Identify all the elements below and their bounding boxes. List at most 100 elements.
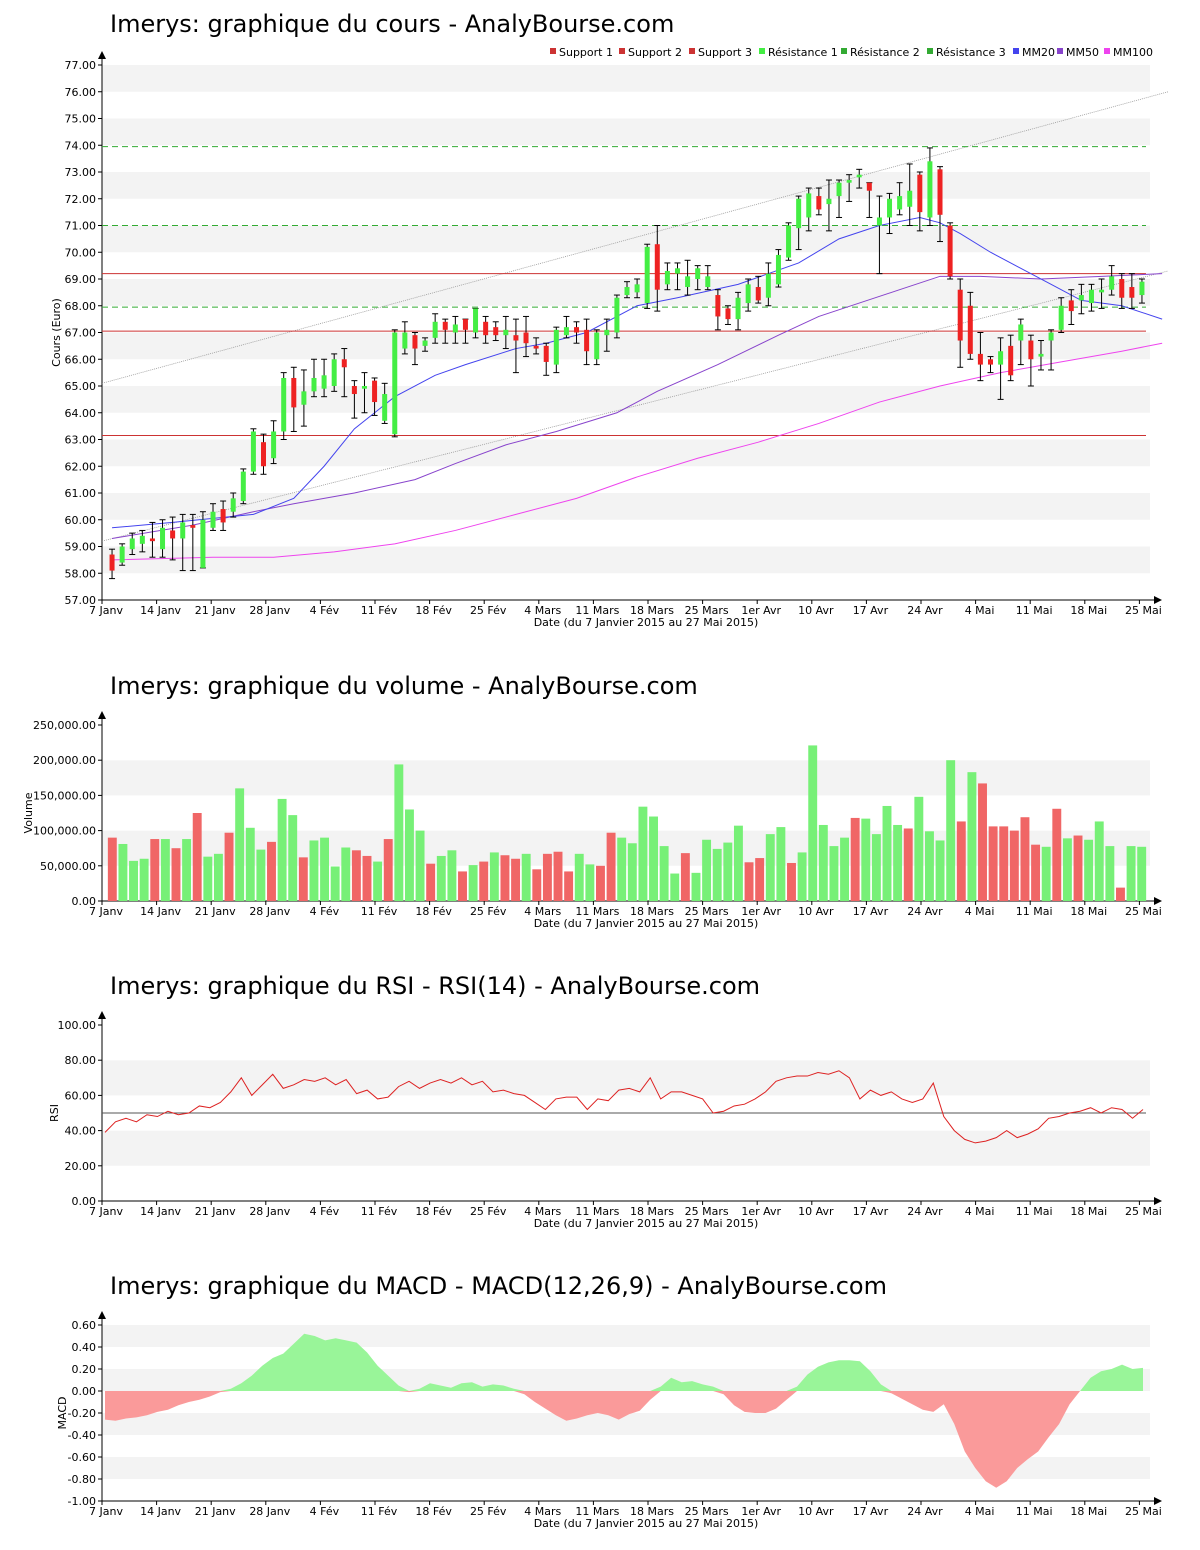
- x-tick-label: 18 Fév: [415, 604, 452, 617]
- price-chart-panel: Imerys: graphique du cours - AnalyBourse…: [0, 0, 1200, 640]
- candle-down: [149, 538, 155, 542]
- candle-down: [261, 442, 267, 467]
- candle-down: [715, 295, 721, 317]
- volume-bar: [213, 853, 223, 901]
- x-tick-label: 25 Mai: [1125, 604, 1162, 617]
- volume-bar: [723, 842, 733, 901]
- volume-bar: [999, 826, 1009, 901]
- candle-up: [1139, 281, 1145, 296]
- grid-band: [102, 332, 1150, 360]
- candle-up: [160, 527, 166, 550]
- x-tick-label: 18 Mars: [630, 604, 674, 617]
- y-axis-arrow: [98, 51, 106, 59]
- y-tick-label: 0.60: [72, 1319, 97, 1332]
- grid-band: [102, 573, 1150, 600]
- x-tick-label: 28 Janv: [249, 1205, 290, 1218]
- candle-down: [937, 169, 943, 215]
- candle-up: [695, 268, 701, 279]
- grid-band: [102, 466, 1150, 493]
- x-tick-label: 28 Janv: [249, 905, 290, 918]
- x-tick-label: 25 Mars: [685, 1505, 729, 1518]
- volume-bar: [1084, 839, 1094, 901]
- candle-down: [513, 335, 519, 341]
- volume-bar: [1062, 838, 1072, 901]
- candle-up: [685, 276, 691, 288]
- candle-down: [1008, 345, 1014, 376]
- volume-bar: [956, 821, 966, 901]
- candle-down: [866, 182, 872, 191]
- candle-up: [705, 276, 711, 288]
- volume-bar: [373, 861, 383, 901]
- candle-up: [331, 359, 337, 386]
- x-tick-label: 18 Mars: [630, 905, 674, 918]
- candle-up: [119, 546, 125, 563]
- y-tick-label: 71.00: [65, 220, 97, 233]
- volume-bar: [489, 852, 499, 901]
- legend-swatch: [1104, 48, 1110, 54]
- volume-bar: [617, 837, 627, 901]
- x-tick-label: 11 Fév: [361, 905, 398, 918]
- candle-down: [351, 386, 357, 395]
- x-axis-arrow: [1154, 596, 1162, 604]
- legend-label: Support 1: [559, 46, 613, 59]
- candle-down: [109, 554, 115, 571]
- y-tick-label: 100.00: [58, 1019, 97, 1032]
- x-tick-label: 18 Fév: [415, 1505, 452, 1518]
- candle-down: [584, 329, 590, 352]
- candle-up: [240, 471, 246, 502]
- volume-bar: [1094, 821, 1104, 901]
- legend-swatch: [841, 48, 847, 54]
- volume-bar: [1020, 817, 1030, 901]
- grid-band: [102, 1325, 1150, 1347]
- candle-up: [200, 519, 206, 568]
- volume-bar: [585, 864, 595, 901]
- x-tick-label: 4 Mars: [524, 604, 561, 617]
- y-tick-label: 70.00: [65, 246, 97, 259]
- grid-band: [102, 795, 1150, 831]
- volume-bar: [521, 853, 531, 901]
- candle-down: [493, 327, 499, 336]
- y-tick-label: 0.00: [72, 1385, 97, 1398]
- candle-up: [180, 522, 186, 539]
- y-tick-label: 76.00: [65, 86, 97, 99]
- y-tick-label: -0.60: [68, 1451, 96, 1464]
- volume-bar: [670, 873, 680, 901]
- rsi-chart-title: Imerys: graphique du RSI - RSI(14) - Ana…: [110, 972, 761, 1000]
- candle-up: [634, 284, 640, 293]
- volume-bar: [1126, 846, 1136, 901]
- y-tick-label: 66.00: [65, 353, 97, 366]
- volume-bar: [903, 828, 913, 901]
- candle-up: [735, 297, 741, 320]
- x-tick-label: 11 Mars: [575, 905, 619, 918]
- grid-band: [102, 225, 1150, 253]
- candle-up: [311, 377, 317, 392]
- y-tick-label: 75.00: [65, 113, 97, 126]
- legend-swatch: [759, 48, 765, 54]
- legend-swatch: [550, 48, 556, 54]
- candle-up: [1109, 276, 1115, 290]
- candle-up: [594, 332, 600, 360]
- volume-bar: [171, 848, 181, 901]
- candle-up: [664, 270, 670, 285]
- x-tick-label: 4 Mai: [965, 1505, 995, 1518]
- volume-bar: [755, 858, 765, 901]
- y-tick-label: 0.20: [72, 1363, 97, 1376]
- volume-bar: [182, 839, 192, 901]
- volume-bar: [203, 856, 213, 901]
- rsi-line: [104, 1070, 1144, 1144]
- y-axis-label: Volume: [22, 792, 35, 833]
- legend-swatch: [1013, 48, 1019, 54]
- y-tick-label: 0.40: [72, 1341, 97, 1354]
- volume-bar: [542, 853, 552, 901]
- x-tick-label: 10 Avr: [798, 604, 834, 617]
- grid-band: [102, 519, 1150, 547]
- grid-band: [102, 172, 1150, 199]
- x-tick-label: 28 Janv: [249, 1505, 290, 1518]
- x-tick-label: 11 Mars: [575, 1205, 619, 1218]
- candle-down: [483, 321, 489, 336]
- x-tick-label: 11 Mai: [1016, 1505, 1053, 1518]
- candle-down: [462, 319, 468, 330]
- x-tick-label: 11 Fév: [361, 1205, 398, 1218]
- x-tick-label: 18 Mars: [630, 1505, 674, 1518]
- y-tick-label: 67.00: [65, 327, 97, 340]
